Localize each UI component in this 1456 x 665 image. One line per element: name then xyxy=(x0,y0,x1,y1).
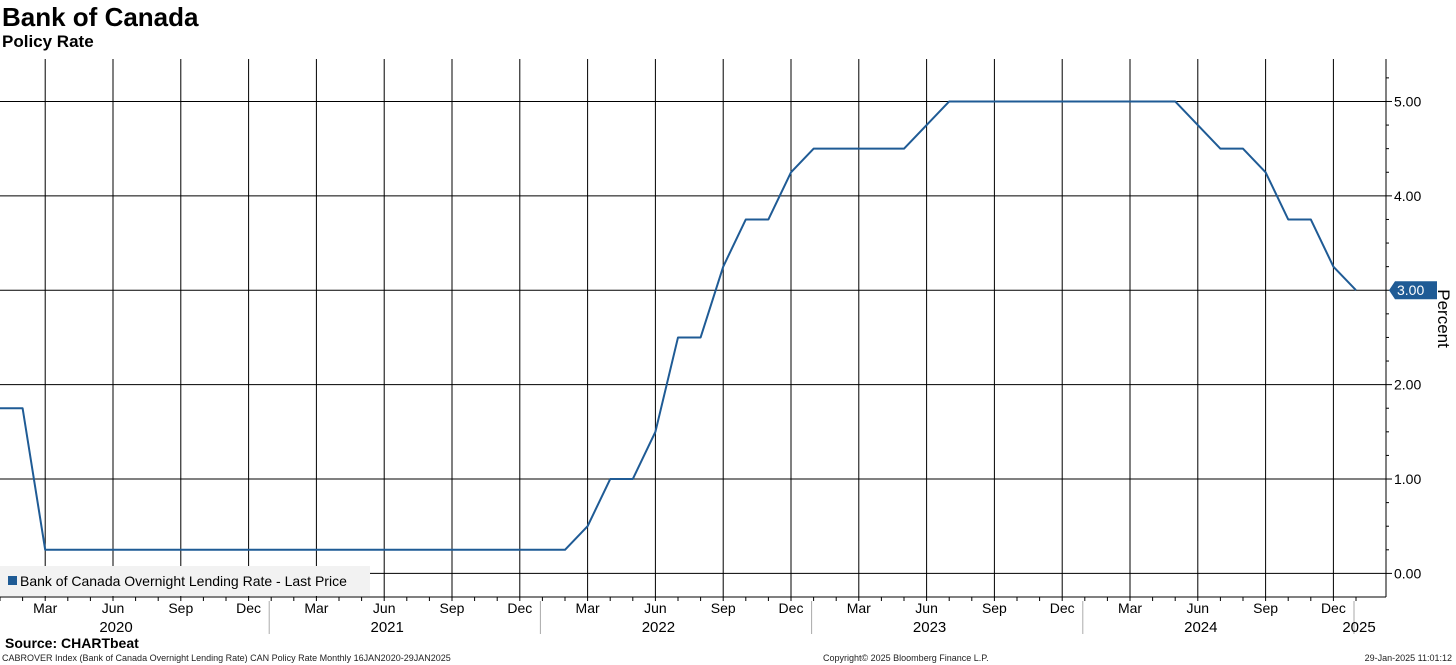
series-description: CABROVER Index (Bank of Canada Overnight… xyxy=(2,653,451,663)
copyright-note: Copyright© 2025 Bloomberg Finance L.P. xyxy=(823,653,989,663)
x-tick-label: Dec xyxy=(236,600,261,616)
x-tick-label: Dec xyxy=(507,600,532,616)
last-value-marker xyxy=(1389,281,1437,300)
x-tick-label: Jun xyxy=(644,600,667,616)
x-year-label: 2020 xyxy=(99,619,132,636)
x-tick-label: Sep xyxy=(711,600,736,616)
x-tick-label: Mar xyxy=(304,600,328,616)
x-tick-label: Jun xyxy=(373,600,396,616)
x-tick-label: Sep xyxy=(1253,600,1278,616)
y-tick-label: 0.00 xyxy=(1394,565,1421,581)
x-year-label: 2024 xyxy=(1184,619,1217,636)
chart-title: Bank of Canada xyxy=(2,2,199,32)
legend-label: Bank of Canada Overnight Lending Rate - … xyxy=(20,573,347,589)
x-year-label: 2025 xyxy=(1342,619,1375,636)
series-line xyxy=(0,100,1357,551)
x-tick-label: Sep xyxy=(440,600,465,616)
y-tick-label: 2.00 xyxy=(1394,377,1421,393)
legend-box xyxy=(0,566,370,596)
x-tick-label: Jun xyxy=(1187,600,1210,616)
y-tick-label: 1.00 xyxy=(1394,471,1421,487)
last-value-label: 3.00 xyxy=(1397,282,1424,298)
x-tick-label: Mar xyxy=(576,600,600,616)
x-tick-label: Sep xyxy=(168,600,193,616)
x-tick-label: Dec xyxy=(1321,600,1346,616)
x-tick-label: Dec xyxy=(1050,600,1075,616)
x-year-label: 2022 xyxy=(642,619,675,636)
x-tick-label: Jun xyxy=(915,600,938,616)
y-tick-label: 5.00 xyxy=(1394,93,1421,109)
y-axis-title: Percent xyxy=(1434,289,1453,348)
x-tick-label: Jun xyxy=(102,600,125,616)
timestamp: 29-Jan-2025 11:01:12 xyxy=(1364,653,1452,663)
y-tick-label: 4.00 xyxy=(1394,188,1421,204)
legend-swatch xyxy=(8,576,17,585)
x-tick-label: Dec xyxy=(779,600,804,616)
x-year-label: 2021 xyxy=(371,619,404,636)
x-tick-label: Mar xyxy=(33,600,57,616)
x-year-label: 2023 xyxy=(913,619,946,636)
x-tick-label: Mar xyxy=(847,600,871,616)
source-note: Source: CHARTbeat xyxy=(5,635,139,651)
x-tick-label: Mar xyxy=(1118,600,1142,616)
chart-subtitle: Policy Rate xyxy=(2,32,94,51)
x-tick-label: Sep xyxy=(982,600,1007,616)
